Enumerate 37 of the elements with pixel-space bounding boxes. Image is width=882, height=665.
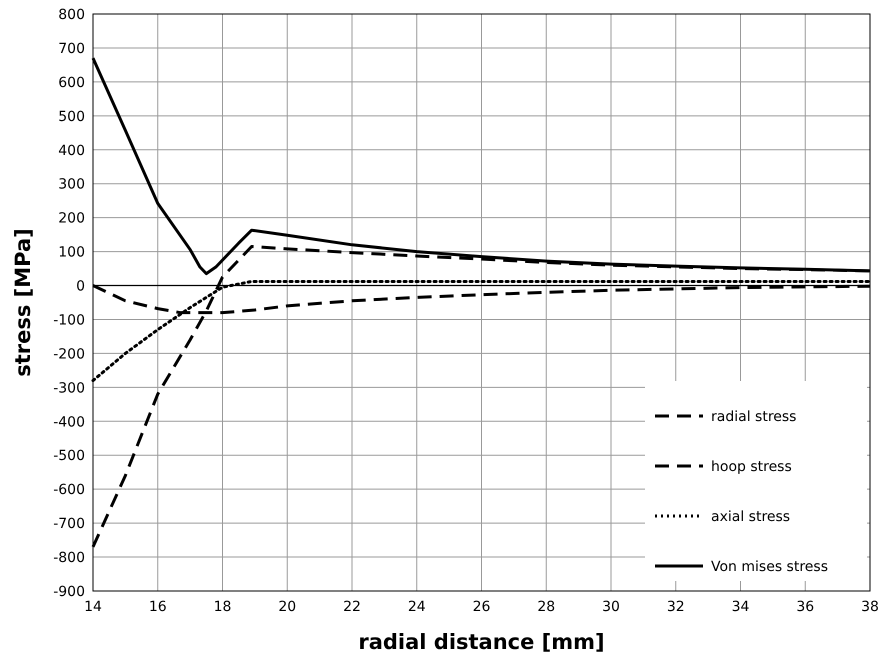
y-tick-label: -600 (53, 482, 85, 498)
x-tick-label: 32 (666, 599, 685, 615)
x-axis-title: radial distance [mm] (358, 630, 605, 654)
y-tick-label: -100 (53, 312, 85, 328)
x-tick-label: 14 (84, 599, 102, 615)
y-tick-label: 200 (58, 210, 85, 227)
y-axis-title: stress [MPa] (11, 228, 35, 377)
y-tick-label: 800 (58, 7, 85, 23)
x-tick-label: 28 (537, 599, 556, 615)
y-tick-label: 0 (76, 278, 85, 295)
x-tick-label: 20 (278, 599, 296, 615)
x-tick-label: 18 (214, 599, 232, 615)
y-tick-label: -300 (53, 380, 85, 396)
x-tick-label: 22 (343, 599, 361, 615)
x-tick-label: 34 (732, 599, 750, 615)
legend-label: axial stress (711, 509, 790, 525)
x-tick-label: 36 (796, 599, 814, 615)
y-tick-label: -800 (53, 550, 85, 566)
y-tick-label: -700 (53, 516, 85, 532)
y-tick-label: 300 (58, 176, 85, 193)
legend-label: radial stress (711, 409, 796, 425)
y-tick-label: 100 (58, 244, 85, 261)
y-tick-label: 700 (58, 40, 85, 57)
y-tick-label: 400 (58, 142, 85, 159)
y-tick-label: -900 (53, 584, 85, 600)
y-tick-label: -500 (53, 448, 85, 464)
x-tick-label: 16 (148, 599, 167, 615)
y-tick-label: 500 (58, 108, 85, 125)
x-tick-label: 26 (472, 599, 490, 615)
y-tick-label: 600 (58, 74, 85, 91)
legend-label: hoop stress (711, 459, 792, 475)
x-tick-label: 38 (861, 599, 879, 615)
x-tick-label: 30 (602, 599, 620, 615)
y-tick-label: -200 (53, 346, 85, 362)
x-tick-label: 24 (408, 599, 426, 615)
legend-label: Von mises stress (711, 559, 828, 575)
y-tick-label: -400 (53, 414, 85, 430)
